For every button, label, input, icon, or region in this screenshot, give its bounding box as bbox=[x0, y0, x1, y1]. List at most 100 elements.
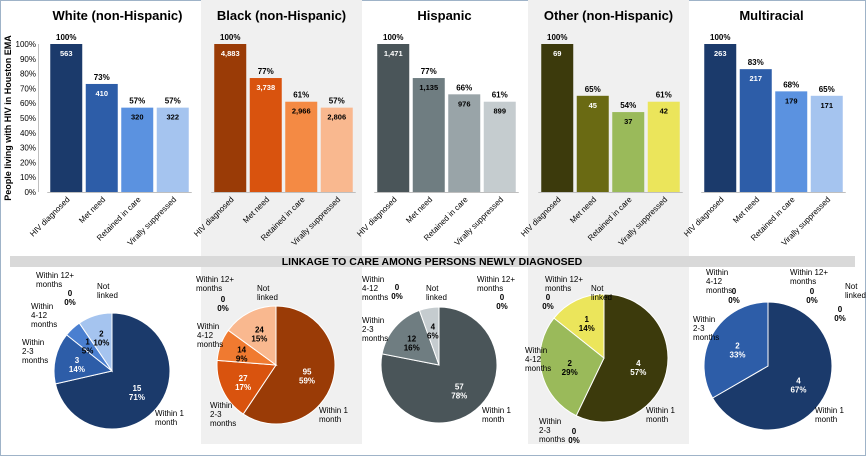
bar-percent-label: 100% bbox=[383, 33, 403, 42]
pie-category-label: Within 12+ months bbox=[36, 271, 74, 289]
pie-category-label: Within 4-12 months bbox=[706, 268, 732, 295]
pie-slice bbox=[78, 312, 113, 373]
pie-zero-label: 0 0% bbox=[496, 293, 508, 311]
bar bbox=[377, 44, 410, 192]
pie-category-label: Within 12+ months bbox=[790, 268, 828, 286]
pie-zero-label: 0 0% bbox=[728, 287, 740, 305]
bar bbox=[483, 101, 516, 192]
bar-percent-label: 61% bbox=[293, 91, 309, 100]
pie-zero-label: 0 0% bbox=[217, 295, 229, 313]
bar-percent-label: 61% bbox=[656, 91, 672, 100]
bar bbox=[576, 95, 609, 192]
pie-slice-label: 15 71% bbox=[129, 384, 145, 402]
chart-title: White (non-Hispanic) bbox=[53, 8, 183, 23]
y-tick-label: 30% bbox=[20, 144, 36, 153]
y-axis-label: People living with HIV in Houston EMA bbox=[3, 35, 13, 201]
pie-category-label: Within 12+ months bbox=[196, 275, 234, 293]
bar-percent-label: 57% bbox=[329, 97, 345, 106]
pie-zero-label: 0 0% bbox=[834, 305, 846, 323]
pie-slice-label: 14 9% bbox=[236, 345, 248, 363]
pie-slice bbox=[381, 309, 440, 366]
bar bbox=[50, 44, 83, 192]
pie-slice-label: 4 57% bbox=[630, 359, 646, 377]
pie-category-label: Within 1 month bbox=[482, 406, 511, 424]
pie-slice-label: 3 14% bbox=[69, 356, 85, 374]
chart-title: Multiracial bbox=[739, 8, 803, 23]
bar-count-label: 2,966 bbox=[292, 107, 311, 116]
pie-category-label: Not linked bbox=[845, 282, 866, 300]
pie-slice-label: 12 16% bbox=[404, 335, 420, 353]
x-tick-label: Met need bbox=[77, 195, 107, 225]
chart-title: Hispanic bbox=[417, 8, 471, 23]
pie-slice-label: 2 10% bbox=[93, 330, 109, 348]
bar-percent-label: 57% bbox=[165, 97, 181, 106]
bar-percent-label: 100% bbox=[56, 33, 76, 42]
x-tick-label: HIV diagnosed bbox=[28, 195, 71, 238]
pie-slice-label: 27 17% bbox=[235, 374, 251, 392]
pie-slice bbox=[539, 317, 605, 417]
pie-category-label: Within 4-12 months bbox=[31, 302, 57, 329]
y-tick-label: 40% bbox=[20, 129, 36, 138]
bar-count-label: 322 bbox=[166, 113, 179, 122]
pie-category-label: Not linked bbox=[426, 284, 447, 302]
bar-count-label: 37 bbox=[624, 117, 632, 126]
pie-slice bbox=[575, 293, 669, 423]
bar bbox=[541, 44, 574, 192]
bar-count-label: 69 bbox=[553, 49, 561, 58]
bar-count-label: 217 bbox=[749, 74, 762, 83]
bar bbox=[810, 95, 843, 192]
pie-slice-label: 95 59% bbox=[299, 367, 315, 385]
bar bbox=[612, 112, 645, 192]
y-tick-label: 100% bbox=[16, 40, 36, 49]
pie-category-label: Not linked bbox=[257, 284, 278, 302]
pie-zero-label: 0 0% bbox=[806, 287, 818, 305]
bar bbox=[121, 107, 154, 192]
bar bbox=[85, 83, 118, 192]
bar-percent-label: 65% bbox=[819, 85, 835, 94]
bar-count-label: 4,883 bbox=[221, 49, 240, 58]
pie-slice-label: 4 67% bbox=[790, 377, 806, 395]
pie-slice-label: 4 6% bbox=[427, 323, 439, 341]
pie-zero-label: 0 0% bbox=[542, 293, 554, 311]
pie-category-label: Within 4-12 months bbox=[525, 346, 551, 373]
bar-percent-label: 57% bbox=[129, 97, 145, 106]
bar-count-label: 263 bbox=[714, 49, 727, 58]
pie-slice-label: 2 33% bbox=[730, 341, 746, 359]
pie-slice bbox=[53, 334, 114, 385]
bar-count-label: 171 bbox=[820, 101, 833, 110]
pie-slice bbox=[553, 293, 605, 360]
bar bbox=[412, 78, 445, 192]
pie-zero-label: 0 0% bbox=[391, 283, 403, 301]
pie-category-label: Within 2-3 months bbox=[210, 401, 236, 428]
bar bbox=[448, 94, 481, 192]
pie-slice-label: 57 78% bbox=[451, 383, 467, 401]
bar-count-label: 563 bbox=[60, 49, 73, 58]
bar-percent-label: 68% bbox=[783, 80, 799, 89]
banner bbox=[10, 256, 855, 267]
bar-count-label: 42 bbox=[660, 107, 668, 116]
pie-category-label: Within 4-12 months bbox=[197, 322, 223, 349]
chart-title: Black (non-Hispanic) bbox=[217, 8, 346, 23]
pie-zero-label: 0 0% bbox=[568, 427, 580, 445]
bar bbox=[647, 101, 680, 192]
y-tick-label: 10% bbox=[20, 173, 36, 182]
pie-category-label: Within 1 month bbox=[155, 409, 184, 427]
bar bbox=[739, 69, 772, 192]
bar-count-label: 410 bbox=[95, 89, 108, 98]
pie-category-label: Within 4-12 months bbox=[362, 275, 388, 302]
x-tick-label: Met need bbox=[731, 195, 761, 225]
pie-category-label: Within 2-3 months bbox=[693, 315, 719, 342]
y-tick-label: 20% bbox=[20, 158, 36, 167]
y-tick-label: 60% bbox=[20, 99, 36, 108]
bar-count-label: 1,135 bbox=[419, 83, 438, 92]
pie-slice bbox=[703, 301, 769, 399]
pie-slice-label: 24 15% bbox=[251, 325, 267, 343]
bar bbox=[214, 44, 247, 192]
banner-title: LINKAGE TO CARE AMONG PERSONS NEWLY DIAG… bbox=[282, 256, 583, 268]
bar bbox=[156, 107, 189, 192]
pie-category-label: Not linked bbox=[97, 282, 118, 300]
bar-percent-label: 100% bbox=[220, 33, 240, 42]
pie-slice bbox=[242, 305, 336, 425]
pie-slice bbox=[711, 301, 833, 431]
